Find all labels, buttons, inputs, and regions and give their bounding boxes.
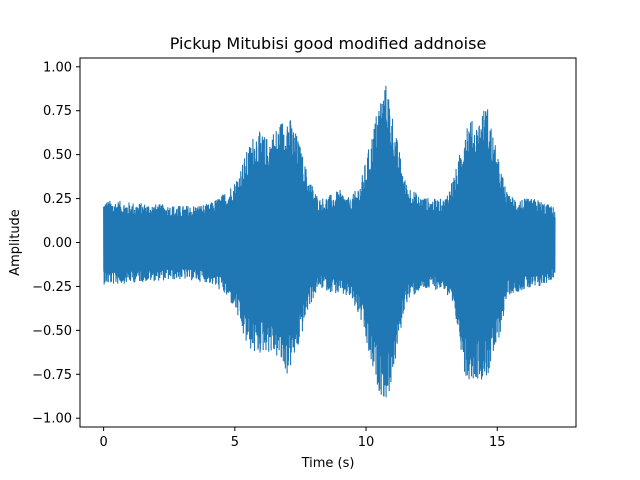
x-axis: 0 5 10 15 (99, 427, 506, 450)
y-tick-label: −1.00 (32, 412, 72, 427)
plot-area (103, 85, 556, 398)
chart-title: Pickup Mitubisi good modified addnoise (170, 34, 487, 53)
y-tick-label: 0.25 (43, 192, 72, 207)
y-axis-label: Amplitude (8, 209, 23, 276)
y-tick-label: 1.00 (43, 60, 72, 75)
x-tick-label: 15 (489, 435, 506, 450)
y-axis: −1.00 −0.75 −0.50 −0.25 0.00 0.25 0.50 0.75 1.00 (32, 60, 80, 427)
y-tick-label: 0.75 (43, 104, 72, 119)
y-tick-label: −0.25 (32, 280, 72, 295)
x-tick-label: 10 (358, 435, 375, 450)
waveform-core (103, 126, 556, 359)
y-tick-label: −0.75 (32, 368, 72, 383)
y-tick-label: −0.50 (32, 324, 72, 339)
y-tick-label: 0.50 (43, 148, 72, 163)
x-axis-label: Time (s) (301, 456, 355, 471)
x-tick-label: 0 (99, 435, 107, 450)
x-tick-label: 5 (231, 435, 239, 450)
y-tick-label: 0.00 (43, 236, 72, 251)
